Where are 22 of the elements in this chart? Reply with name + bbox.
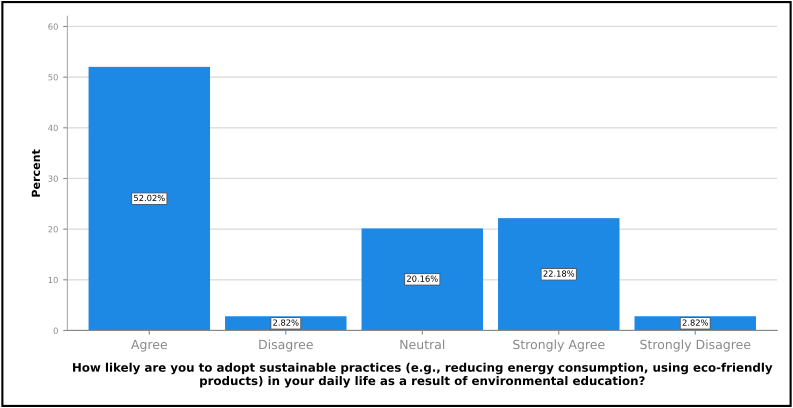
y-tick-label: 60 (48, 23, 58, 30)
y-tick-label: 40 (48, 124, 58, 132)
x-tick-label: Disagree (259, 340, 313, 352)
y-tick-label: 30 (48, 175, 58, 182)
data-label: 22.18% (543, 270, 574, 277)
x-tick-label: Strongly Disagree (640, 340, 750, 352)
x-tick-label: Neutral (400, 340, 444, 350)
x-tick-label: Agree (131, 340, 167, 352)
data-label: 52.02% (134, 194, 165, 202)
x-tick-label: Strongly Agree (513, 340, 604, 352)
y-tick-label: 50 (48, 74, 58, 80)
y-tick-label: 10 (48, 276, 58, 284)
x-axis-title: How likely are you to adopt sustainable practices (e.g., reducing energy consumption, using eco-friendly products) in your daily life as a result of environmental education? (73, 362, 772, 388)
bar (362, 228, 484, 330)
data-label: 20.16% (406, 276, 438, 282)
y-tick-label: 20 (48, 226, 58, 232)
bar (498, 218, 620, 330)
data-label: 2.82% (682, 319, 708, 326)
y-tick-label: 0 (54, 327, 58, 334)
bar (88, 66, 210, 330)
y-axis-title: Percent (32, 149, 40, 197)
data-label: 2.82% (273, 319, 299, 326)
